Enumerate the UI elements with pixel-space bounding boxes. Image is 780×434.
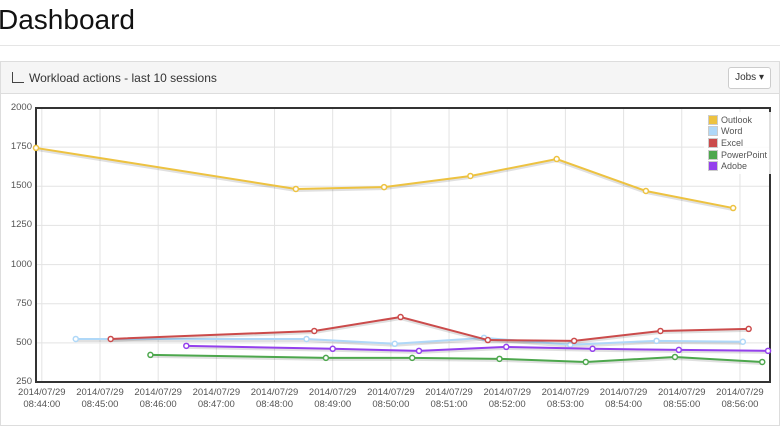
x-tick-label: 2014/07/29 08:48:00 xyxy=(250,387,299,410)
plot-border xyxy=(35,107,771,383)
y-tick-label: 1250 xyxy=(10,219,32,231)
panel-header: Workload actions - last 10 sessions Jobs… xyxy=(1,62,779,94)
x-tick-label: 2014/07/29 08:50:00 xyxy=(367,387,415,410)
data-point xyxy=(589,345,596,353)
data-point xyxy=(408,354,416,362)
jobs-button[interactable]: Jobs ▾ xyxy=(728,67,771,89)
legend-item: Adobe xyxy=(708,160,767,172)
legend-item: PowerPoint xyxy=(708,149,767,161)
legend-swatch xyxy=(708,114,718,125)
chart-icon xyxy=(12,72,24,83)
legend-item: Word xyxy=(708,126,767,138)
x-tick-label: 2014/07/29 08:47:00 xyxy=(192,387,241,410)
data-point xyxy=(653,337,660,345)
legend-label: Excel xyxy=(721,137,744,148)
x-tick-label: 2014/07/29 08:46:00 xyxy=(134,387,182,410)
legend-item: Excel xyxy=(708,137,767,149)
data-point xyxy=(657,327,664,335)
data-point xyxy=(183,342,190,350)
legend-label: PowerPoint xyxy=(721,149,768,160)
legend-swatch xyxy=(708,149,718,160)
y-tick-label: 250 xyxy=(16,376,32,387)
data-point xyxy=(496,355,503,363)
x-tick-label: 2014/07/29 08:54:00 xyxy=(599,387,648,410)
data-point xyxy=(739,338,747,346)
y-tick-label: 500 xyxy=(16,336,32,348)
y-tick-label: 2000 xyxy=(10,102,32,113)
panel: Workload actions - last 10 sessions Jobs… xyxy=(0,61,780,426)
data-point xyxy=(32,144,40,152)
data-point xyxy=(380,183,388,191)
y-tick-label: 1500 xyxy=(10,180,32,192)
x-tick-label: 2014/07/29 08:56:00 xyxy=(716,387,764,410)
data-point xyxy=(292,185,300,193)
data-point xyxy=(671,353,679,361)
x-tick-label: 2014/07/29 08:45:00 xyxy=(76,387,124,410)
data-point xyxy=(675,346,683,354)
legend-label: Adobe xyxy=(721,161,748,172)
x-tick-label: 2014/07/29 08:49:00 xyxy=(308,387,357,410)
data-point xyxy=(503,343,510,351)
legend-label: Outlook xyxy=(721,114,753,125)
y-tick-label: 1000 xyxy=(10,258,32,270)
x-tick-label: 2014/07/29 08:55:00 xyxy=(657,387,706,410)
page-title: Dashboard xyxy=(0,4,135,35)
data-point xyxy=(758,358,766,366)
legend-swatch xyxy=(708,161,718,172)
data-point xyxy=(567,341,574,348)
data-point xyxy=(303,335,310,343)
legend: Outlook Word Excel PowerPoint Adobe xyxy=(704,112,772,174)
data-point xyxy=(570,337,578,345)
x-tick-label: 2014/07/29 08:52:00 xyxy=(483,387,531,410)
y-tick-label: 750 xyxy=(16,297,32,309)
y-tick-label: 1750 xyxy=(10,141,32,153)
data-point xyxy=(764,347,772,355)
legend-swatch xyxy=(708,137,718,148)
data-point xyxy=(467,172,474,180)
data-point xyxy=(484,336,492,344)
divider xyxy=(0,45,780,46)
data-point xyxy=(322,354,330,362)
data-point xyxy=(329,345,336,353)
x-tick-label: 2014/07/29 08:44:00 xyxy=(18,387,66,410)
x-tick-label: 2014/07/29 08:53:00 xyxy=(541,387,590,410)
data-point xyxy=(642,187,650,195)
data-point xyxy=(311,327,318,335)
button-label[interactable]: Jobs xyxy=(735,72,757,83)
data-point xyxy=(415,347,423,355)
legend-label: Word xyxy=(721,126,743,137)
data-point xyxy=(107,335,114,343)
data-point xyxy=(72,335,80,343)
data-point xyxy=(582,358,590,366)
data-point xyxy=(553,155,560,163)
panel-title: Workload actions - last 10 sessions xyxy=(29,71,217,85)
data-point xyxy=(745,325,752,333)
data-point xyxy=(147,351,154,359)
legend-item: Outlook xyxy=(708,114,767,126)
data-point xyxy=(391,340,399,348)
data-point xyxy=(397,313,404,321)
legend-swatch xyxy=(708,126,718,137)
data-point xyxy=(729,204,737,212)
x-tick-label: 2014/07/29 08:51:00 xyxy=(425,387,473,410)
